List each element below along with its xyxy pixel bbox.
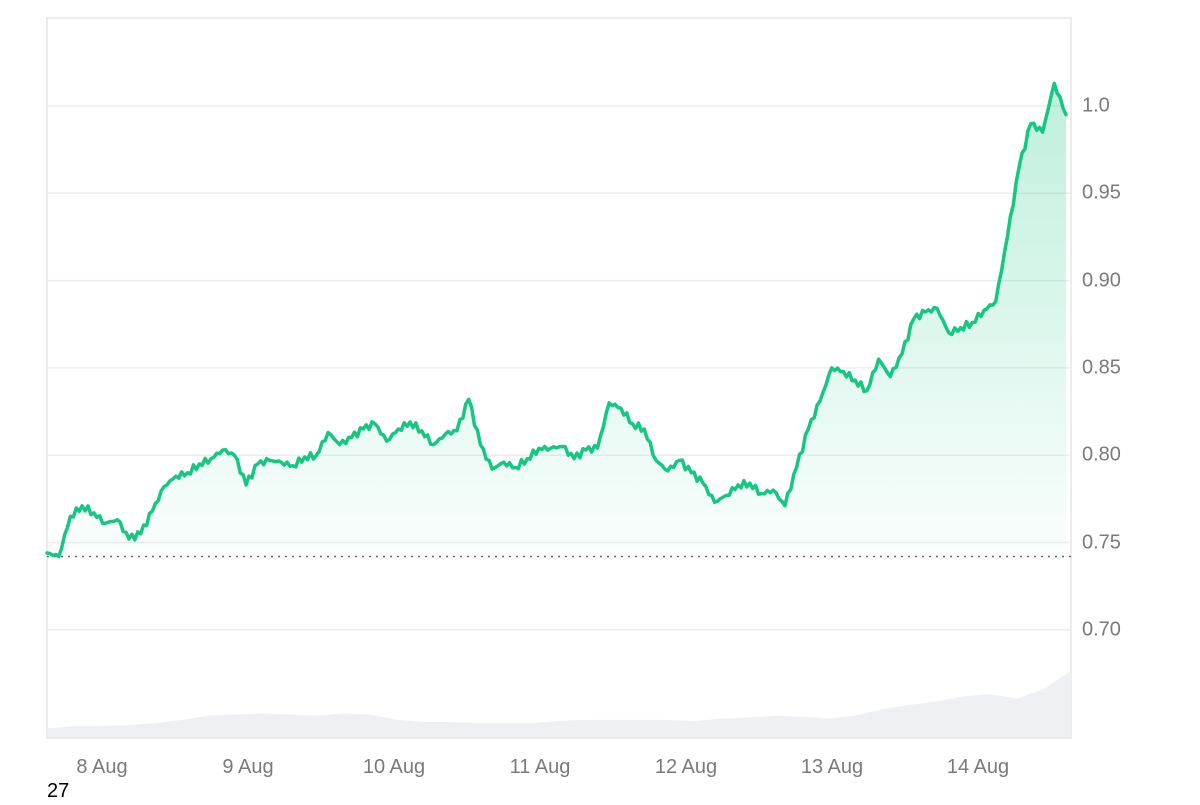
x-tick-label: 14 Aug: [946, 756, 1010, 778]
x-tick-label: 10 Aug: [362, 756, 426, 778]
x-tick-label: 11 Aug: [509, 756, 571, 778]
x-tick-label: 13 Aug: [800, 756, 864, 778]
y-tick-label: 0.70: [1082, 618, 1121, 641]
x-tick-label: 8 Aug: [76, 756, 128, 778]
x-tick-label: 9 Aug: [222, 756, 274, 778]
price-line: [45, 81, 1068, 559]
x-tick-label: 12 Aug: [654, 756, 718, 778]
y-tick-label: 0.85: [1082, 356, 1121, 379]
y-tick-label: 1.0: [1082, 94, 1110, 117]
volume-area: [47, 670, 1071, 737]
price-area-fill: [47, 83, 1066, 557]
y-tick-label: 0.75: [1082, 531, 1121, 553]
plot-frame: [46, 17, 1072, 739]
y-tick-label: 0.80: [1082, 443, 1121, 466]
y-tick-label: 0.95: [1082, 181, 1121, 204]
footnote-label: 27: [47, 780, 70, 802]
y-tick-label: 0.90: [1082, 269, 1121, 292]
